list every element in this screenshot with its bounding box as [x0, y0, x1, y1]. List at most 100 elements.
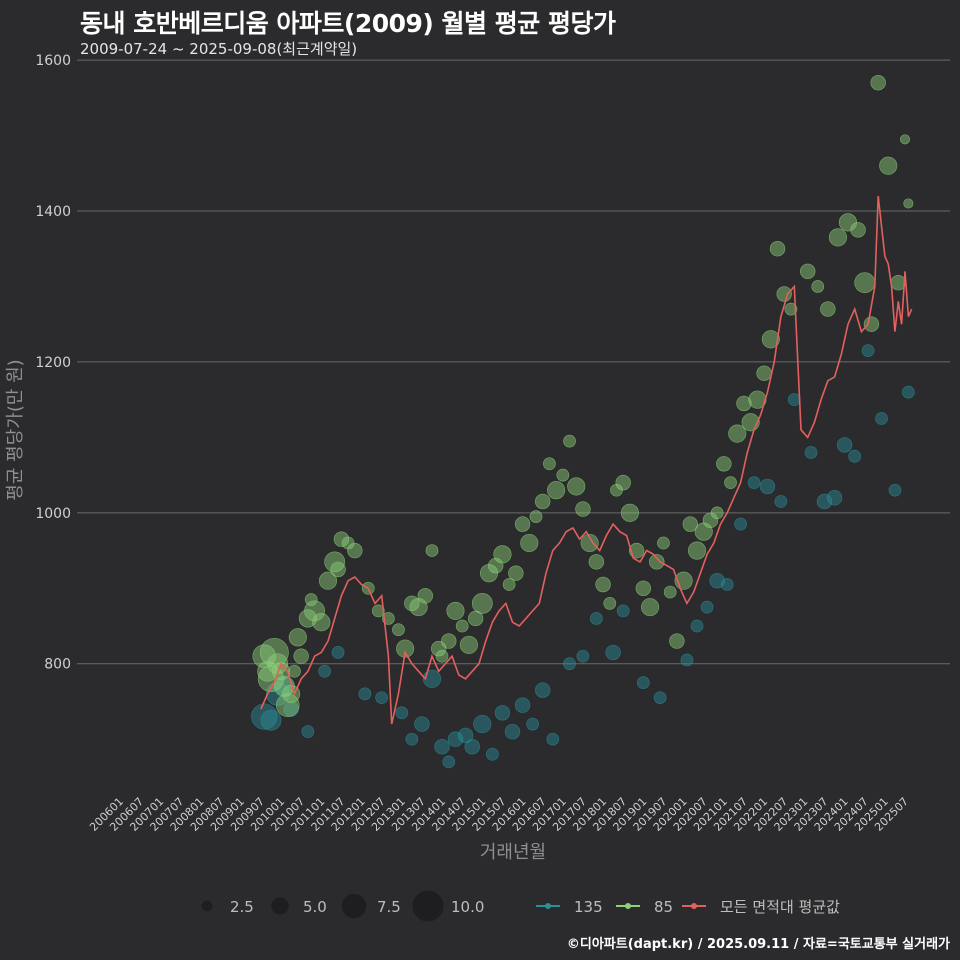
data-point-135 [700, 600, 714, 614]
data-point-85 [567, 477, 586, 496]
data-point-85 [488, 557, 504, 574]
data-point-85 [324, 551, 346, 573]
data-point-135 [358, 687, 372, 701]
data-point-135 [301, 725, 315, 738]
data-point-135 [275, 677, 294, 696]
data-point-85 [259, 637, 289, 667]
data-point-85 [288, 664, 301, 678]
data-point-85 [736, 395, 752, 412]
data-point-85 [333, 531, 350, 547]
legend-series-label: 모든 면적대 평균값 [720, 898, 840, 916]
data-point-135 [759, 478, 776, 495]
data-point-85 [273, 675, 295, 697]
data-point-85 [479, 564, 499, 583]
data-point-135 [414, 716, 430, 732]
data-point-135 [375, 691, 389, 705]
series-avg-line [260, 195, 913, 725]
data-point-135 [747, 476, 761, 489]
y-tick-labels: 800 1000 1200 1400 1600 [35, 53, 71, 673]
data-point-85 [304, 600, 325, 622]
data-point-85 [603, 597, 617, 610]
data-point-85 [493, 545, 512, 564]
data-point-135 [774, 495, 788, 508]
data-point-85 [748, 390, 767, 409]
data-point-85 [417, 588, 433, 604]
data-point-135 [734, 517, 747, 531]
data-point-85 [620, 503, 639, 522]
data-point-135 [318, 664, 331, 678]
y-tick-label: 1000 [35, 506, 71, 522]
data-point-85 [392, 623, 405, 637]
data-point-85 [828, 228, 847, 247]
data-point-135 [680, 653, 694, 667]
data-point-85 [879, 156, 898, 175]
data-point-85 [520, 533, 539, 553]
x-tick-labels: 2006012006072007012007072008012008072009… [87, 795, 911, 834]
data-point-135 [434, 739, 450, 755]
data-point-85 [687, 541, 707, 560]
data-point-135 [504, 723, 521, 740]
legend-size-label: 5.0 [303, 898, 327, 916]
data-point-135 [861, 344, 875, 357]
data-point-85 [330, 561, 346, 578]
data-point-85 [761, 330, 780, 349]
data-point-85 [318, 571, 338, 590]
data-point-85 [903, 198, 914, 209]
y-tick-label: 1600 [35, 53, 71, 69]
data-point-135 [590, 612, 603, 625]
data-point-85 [304, 593, 318, 606]
legend: 2.5 5.0 7.5 10.0 135 85 모든 면적대 평균값 [201, 890, 840, 922]
data-point-85 [863, 316, 880, 332]
legend-size-label: 10.0 [451, 898, 484, 916]
data-point-85 [649, 554, 665, 570]
data-point-85 [288, 628, 307, 647]
data-point-85 [293, 648, 309, 664]
data-point-85 [312, 613, 331, 632]
data-point-135 [464, 739, 480, 755]
chart-title: 동내 호반베르디움 아파트(2009) 월별 평균 평당가 [80, 9, 616, 38]
data-point-85 [404, 595, 420, 612]
data-point-85 [441, 633, 457, 649]
data-point-135 [514, 697, 531, 713]
data-point-135 [848, 449, 862, 463]
data-point-135 [494, 705, 511, 721]
data-point-135 [888, 483, 902, 497]
data-point-135 [720, 578, 734, 591]
data-point-85 [800, 263, 816, 280]
data-point-85 [682, 516, 698, 532]
legend-size-dot [412, 890, 444, 922]
data-point-135 [546, 732, 560, 746]
data-point-135 [331, 646, 345, 659]
data-point-85 [514, 516, 531, 532]
data-point-135 [563, 657, 576, 671]
data-point-135 [690, 619, 704, 633]
y-tick-label: 1400 [35, 204, 71, 220]
data-point-135 [473, 715, 492, 734]
credit-note: ©디아파트(dapt.kr) / 2025.09.11 / 자료=국토교통부 실… [566, 937, 950, 952]
data-point-135 [395, 706, 409, 720]
data-point-85 [425, 544, 439, 557]
data-point-85 [275, 693, 300, 717]
data-point-85 [657, 536, 670, 550]
legend-size-label: 2.5 [230, 898, 254, 916]
data-point-85 [640, 598, 660, 617]
data-point-85 [595, 576, 611, 593]
data-point-135 [709, 573, 725, 589]
data-point-85 [784, 302, 798, 316]
data-point-135 [576, 649, 590, 663]
legend-series-label: 85 [654, 898, 673, 916]
data-point-85 [508, 565, 524, 581]
data-point-135 [605, 644, 621, 661]
data-point-85 [716, 456, 732, 472]
data-point-85 [547, 481, 566, 500]
data-point-85 [724, 476, 737, 489]
data-point-85 [580, 533, 599, 553]
legend-line-dot [691, 903, 697, 909]
legend-line-dot [625, 903, 631, 909]
data-point-85 [899, 134, 910, 145]
data-point-135 [422, 669, 442, 688]
data-point-85 [556, 468, 570, 482]
data-point-135 [902, 385, 915, 399]
data-point-85 [347, 542, 363, 559]
data-point-85 [710, 506, 724, 520]
